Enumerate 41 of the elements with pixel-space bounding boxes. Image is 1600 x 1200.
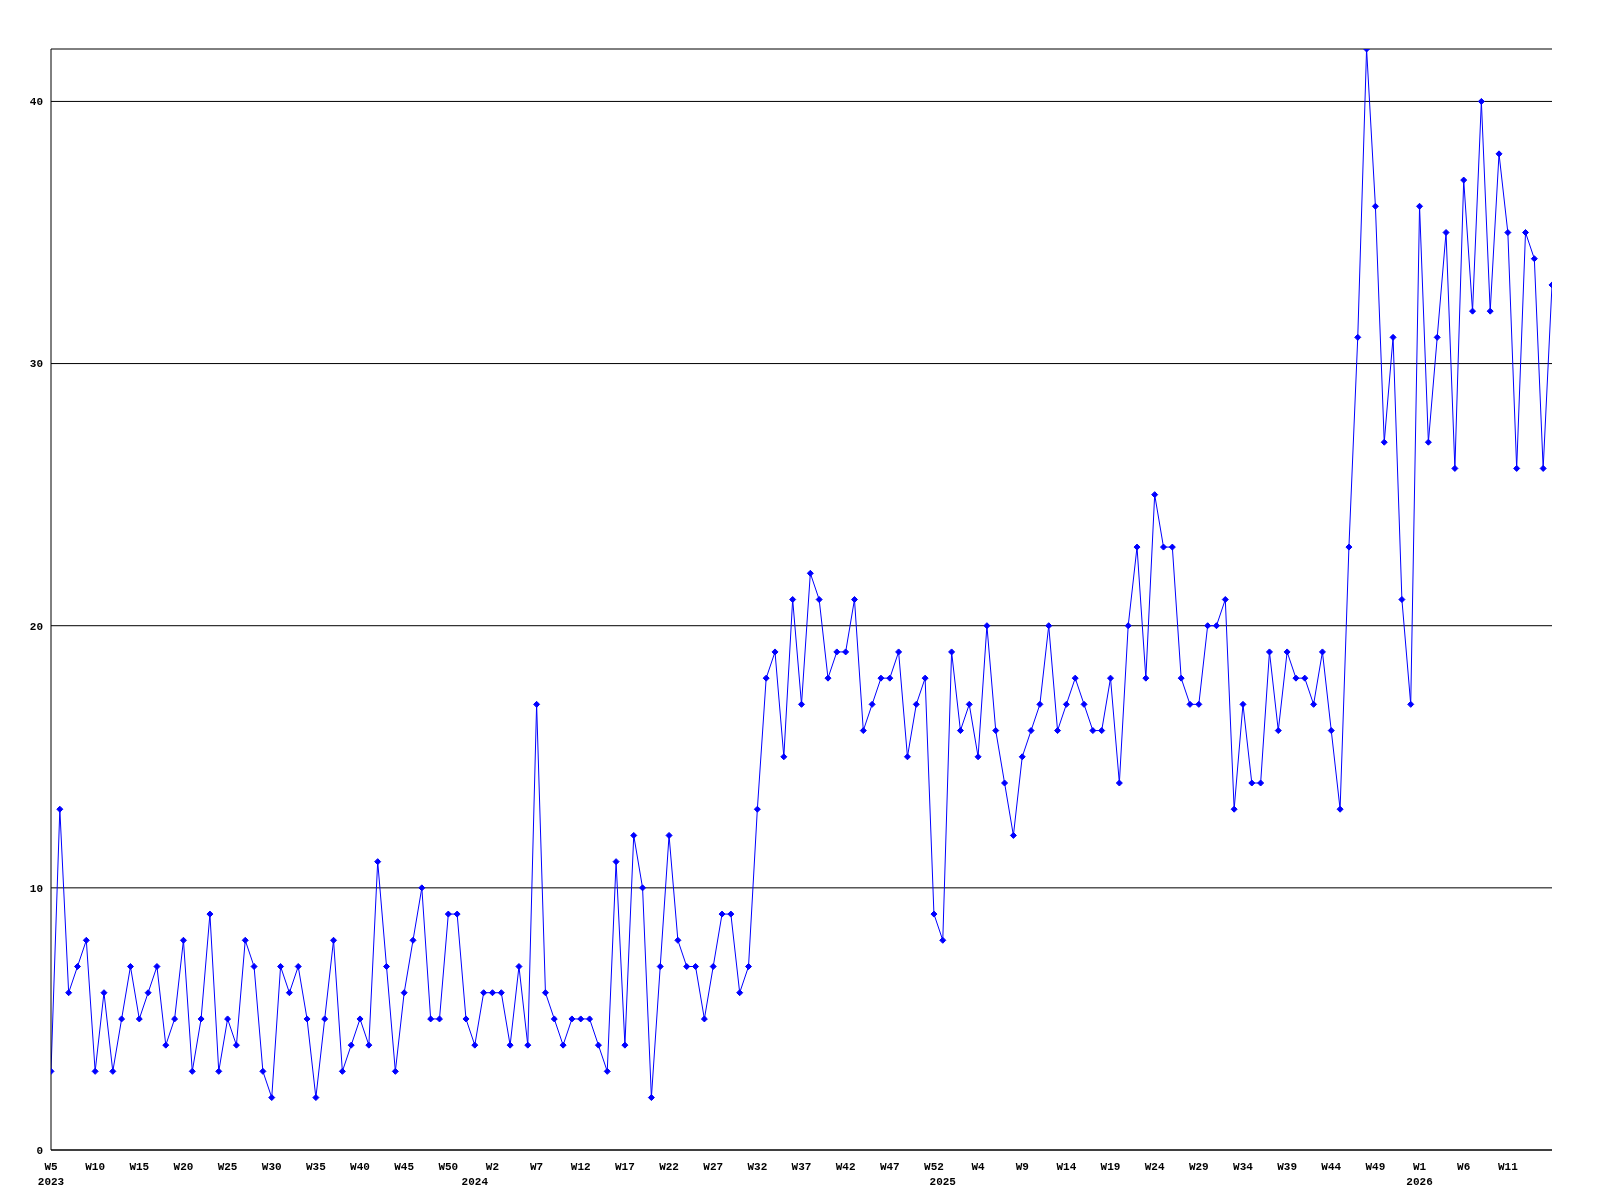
x-tick-label: W35	[305, 1161, 327, 1173]
x-tick-label: W19	[1100, 1161, 1121, 1173]
x-tick-label: W14	[1056, 1161, 1077, 1173]
x-tick-label: 2024	[461, 1176, 489, 1188]
x-tick-label: W9	[1015, 1161, 1029, 1173]
x-tick-label: W2	[485, 1161, 500, 1173]
x-tick-label: W17	[615, 1161, 635, 1173]
y-tick-label: 10	[29, 882, 43, 895]
x-tick-label: W6	[1457, 1161, 1471, 1173]
x-tick-label: W24	[1144, 1161, 1165, 1173]
x-tick-label: W44	[1321, 1161, 1342, 1173]
x-tick-label: W30	[261, 1161, 282, 1173]
x-tick-label: W11	[1497, 1161, 1519, 1173]
y-tick-label: 40	[29, 96, 43, 109]
x-tick-label: W34	[1233, 1161, 1254, 1173]
y-tick-label: 0	[36, 1144, 43, 1157]
x-tick-label: W47	[879, 1161, 900, 1173]
x-tick-label: W7	[530, 1161, 544, 1173]
x-tick-label: 2025	[929, 1176, 957, 1188]
x-tick-label: W42	[835, 1161, 856, 1173]
x-tick-label: W29	[1188, 1161, 1209, 1173]
x-tick-label: W32	[747, 1161, 768, 1173]
x-tick-label: W39	[1277, 1161, 1298, 1173]
x-tick-label: W1 2026	[1406, 1161, 1433, 1188]
x-tick-label: W37	[791, 1161, 812, 1173]
x-tick-label: W4	[971, 1161, 986, 1173]
x-tick-label: W5 2023	[37, 1161, 65, 1188]
x-tick-label: W45	[394, 1161, 415, 1173]
x-tick-label: W15	[129, 1161, 150, 1173]
x-tick-label: W10	[85, 1161, 106, 1173]
x-tick-label: W22	[659, 1161, 679, 1173]
x-tick-label: W40	[350, 1161, 370, 1173]
x-tick-label: W20	[173, 1161, 194, 1173]
x-tick-label: W25	[217, 1161, 238, 1173]
x-tick-label: W49	[1365, 1161, 1386, 1173]
x-tick-label: W27	[703, 1161, 724, 1173]
y-tick-label: 20	[29, 620, 43, 633]
x-tick-label: W12	[570, 1161, 591, 1173]
y-tick-label: 30	[29, 358, 43, 371]
x-tick-label: W52	[924, 1161, 944, 1173]
x-tick-label: W50	[438, 1161, 459, 1173]
